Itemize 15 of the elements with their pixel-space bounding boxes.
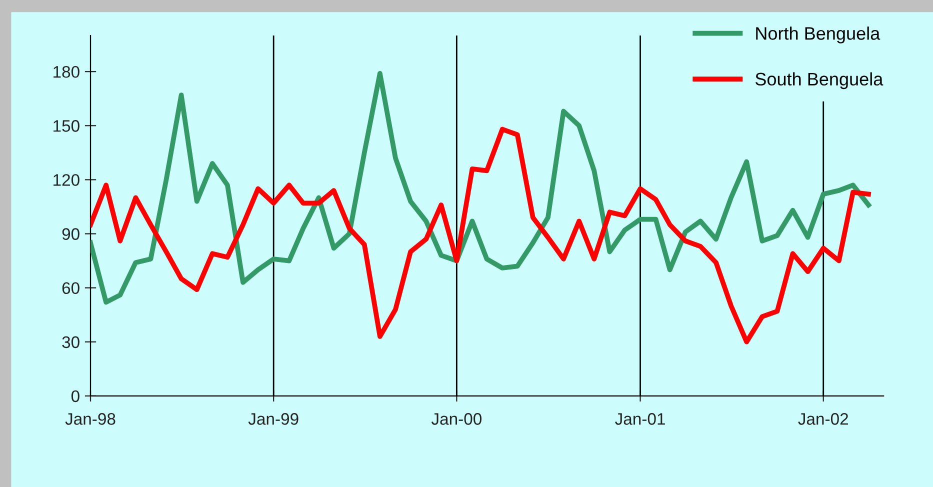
y-tick-label: 150: [54, 120, 80, 132]
legend-label: North Benguela: [756, 26, 880, 44]
y-tick-label: 180: [54, 66, 80, 78]
y-tick-label: 0: [71, 390, 80, 402]
x-tick-label: Jan-98: [65, 413, 116, 425]
line-series: [90, 126, 871, 344]
legend-label: South Benguela: [755, 72, 884, 90]
x-tick-label: Jan-99: [248, 413, 298, 425]
y-tick-label: 60: [62, 282, 80, 294]
x-tick-label: Jan-01: [615, 413, 665, 425]
y-tick-label: 30: [62, 336, 80, 348]
x-tick-label: Jan-00: [431, 413, 482, 425]
y-tick-label: 120: [54, 174, 80, 186]
y-tick-label: 90: [62, 228, 80, 240]
x-tick-label: Jan-02: [798, 413, 848, 425]
